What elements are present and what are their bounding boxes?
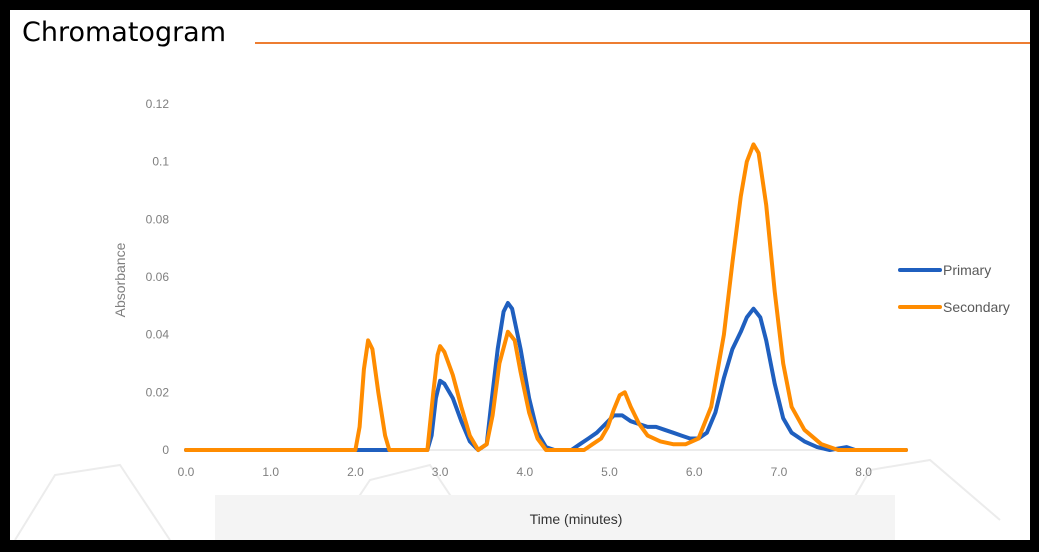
x-axis-title: Time (minutes) (530, 511, 623, 527)
x-tick-label: 8.0 (855, 465, 872, 479)
page-title: Chromatogram (22, 17, 227, 48)
x-tick-label: 4.0 (516, 465, 533, 479)
series-layer (184, 142, 908, 452)
series-line-primary (184, 301, 908, 452)
x-tick-label: 2.0 (347, 465, 364, 479)
x-tick-label: 5.0 (601, 465, 618, 479)
y-tick-label: 0.06 (146, 270, 170, 284)
x-axis-tick-labels: 0.0 1.0 2.0 3.0 4.0 5.0 6.0 7.0 8.0 (178, 465, 873, 479)
legend-label-secondary: Secondary (943, 299, 1010, 315)
chart-frame: Chromatogram 0 0.02 0.04 0.06 0.08 0.1 0.12 0.… (10, 10, 1030, 540)
y-tick-label: 0.08 (146, 212, 170, 226)
y-axis-title: Absorbance (112, 242, 128, 317)
legend-label-primary: Primary (943, 262, 991, 278)
y-tick-label: 0.12 (146, 97, 170, 111)
x-tick-label: 7.0 (771, 465, 788, 479)
x-tick-label: 6.0 (686, 465, 703, 479)
y-tick-label: 0 (162, 443, 169, 457)
chromatogram-chart: 0 0.02 0.04 0.06 0.08 0.1 0.12 0.0 1.0 2.0 3.0 4.0… (14, 97, 1010, 540)
legend: Primary Secondary (898, 262, 1010, 315)
title-underline (255, 42, 1030, 44)
x-tick-label: 3.0 (432, 465, 449, 479)
y-tick-label: 0.02 (146, 385, 170, 399)
x-tick-label: 0.0 (178, 465, 195, 479)
y-axis-tick-labels: 0 0.02 0.04 0.06 0.08 0.1 0.12 (146, 97, 170, 457)
y-tick-label: 0.1 (152, 155, 169, 169)
background-decoration (14, 458, 1001, 540)
y-tick-label: 0.04 (146, 328, 170, 342)
x-tick-label: 1.0 (262, 465, 279, 479)
series-line-secondary (184, 142, 908, 452)
